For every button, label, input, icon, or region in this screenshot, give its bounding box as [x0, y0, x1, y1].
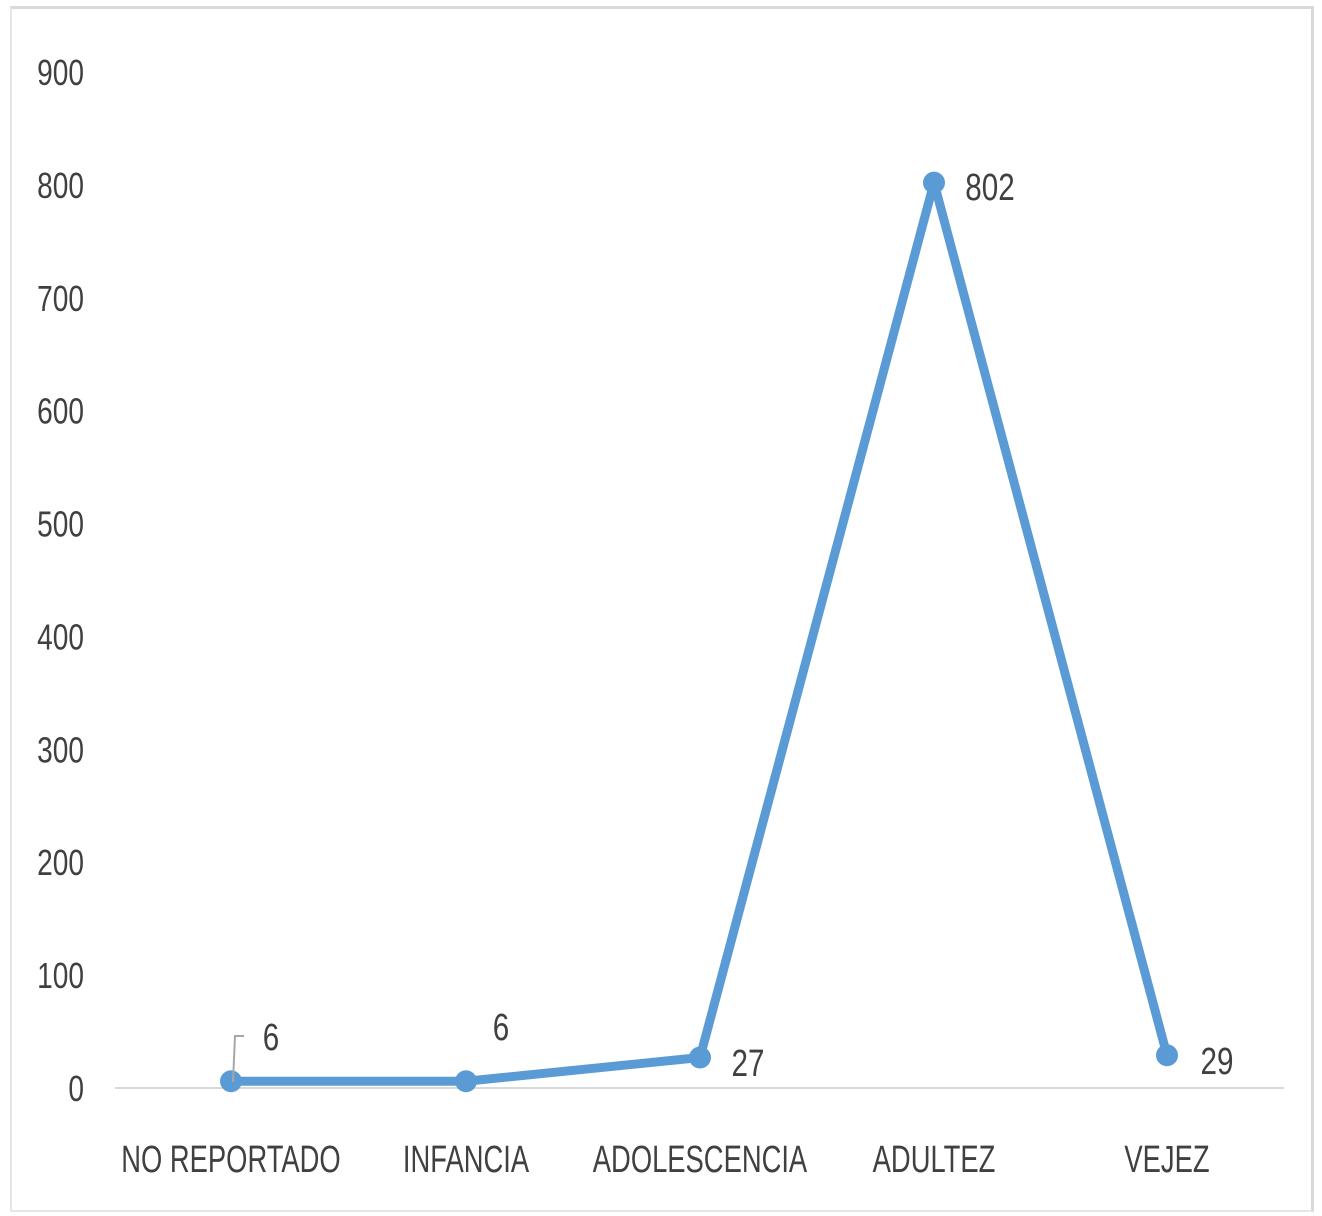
y-tick-label: 400: [37, 617, 84, 657]
x-category-label: VEJEZ: [1124, 1139, 1209, 1181]
y-tick-label: 0: [68, 1069, 84, 1109]
label-leader-line: [232, 1035, 244, 1083]
data-point: [1156, 1044, 1178, 1067]
series-line: [226, 178, 1172, 1086]
y-tick-label: 700: [37, 278, 84, 318]
data-point: [455, 1070, 477, 1093]
x-category-label: NO REPORTADO: [121, 1139, 340, 1181]
chart-frame: [10, 6, 1314, 1212]
data-point: [220, 1070, 242, 1093]
series-layer: [220, 171, 1178, 1093]
x-axis: NO REPORTADO INFANCIA ADOLESCENCIA ADULTEZ V…: [115, 1087, 1284, 1181]
data-label: 29: [1201, 1041, 1234, 1083]
y-tick-label: 800: [37, 166, 84, 206]
y-axis: 0 100 200 300 400 500 600 700 800 900: [37, 53, 84, 1109]
data-label: 6: [493, 1007, 509, 1049]
y-tick-label: 100: [37, 956, 84, 996]
y-tick-label: 500: [37, 504, 84, 544]
y-tick-label: 200: [37, 843, 84, 883]
data-labels: 6 6 27 802 29: [232, 167, 1234, 1085]
data-label: 6: [263, 1017, 279, 1059]
x-category-label: ADULTEZ: [873, 1139, 996, 1181]
y-tick-label: 900: [37, 53, 84, 93]
x-category-label: ADOLESCENCIA: [593, 1139, 808, 1181]
data-point: [689, 1046, 711, 1069]
data-label: 802: [965, 167, 1014, 209]
y-tick-label: 300: [37, 730, 84, 770]
x-category-label: INFANCIA: [403, 1139, 530, 1181]
data-label: 27: [732, 1043, 765, 1085]
y-tick-label: 600: [37, 391, 84, 431]
data-point: [923, 171, 945, 194]
